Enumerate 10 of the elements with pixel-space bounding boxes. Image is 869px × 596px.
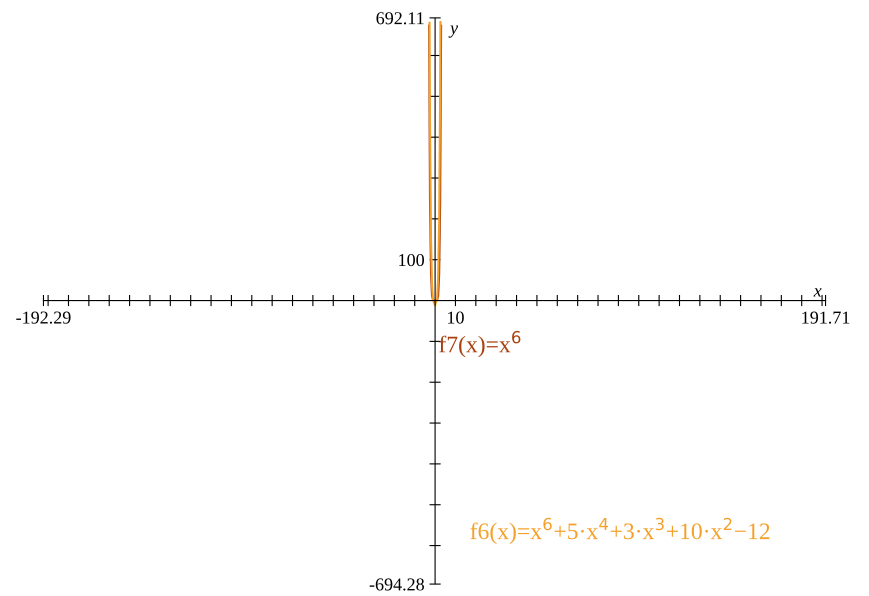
y-tick-label: 692.11: [376, 12, 424, 24]
x-axis-title: x: [814, 288, 822, 297]
y-tick-label: -694.28: [370, 578, 424, 591]
x-tick-label: 191.71: [802, 312, 850, 324]
series-label: f7(x)=x$^{6}$: [439, 330, 520, 358]
x-tick-label: 10: [448, 311, 464, 324]
text: f6(x)=x$^{6}$+5·x$^{4}$+3·x$^{3}$+10·x$^{2}$−12: [470, 518, 770, 544]
y-tick-label: 100: [399, 254, 424, 266]
x-tick-label: -192.29: [16, 312, 71, 324]
y-axis-title: y: [448, 26, 458, 38]
